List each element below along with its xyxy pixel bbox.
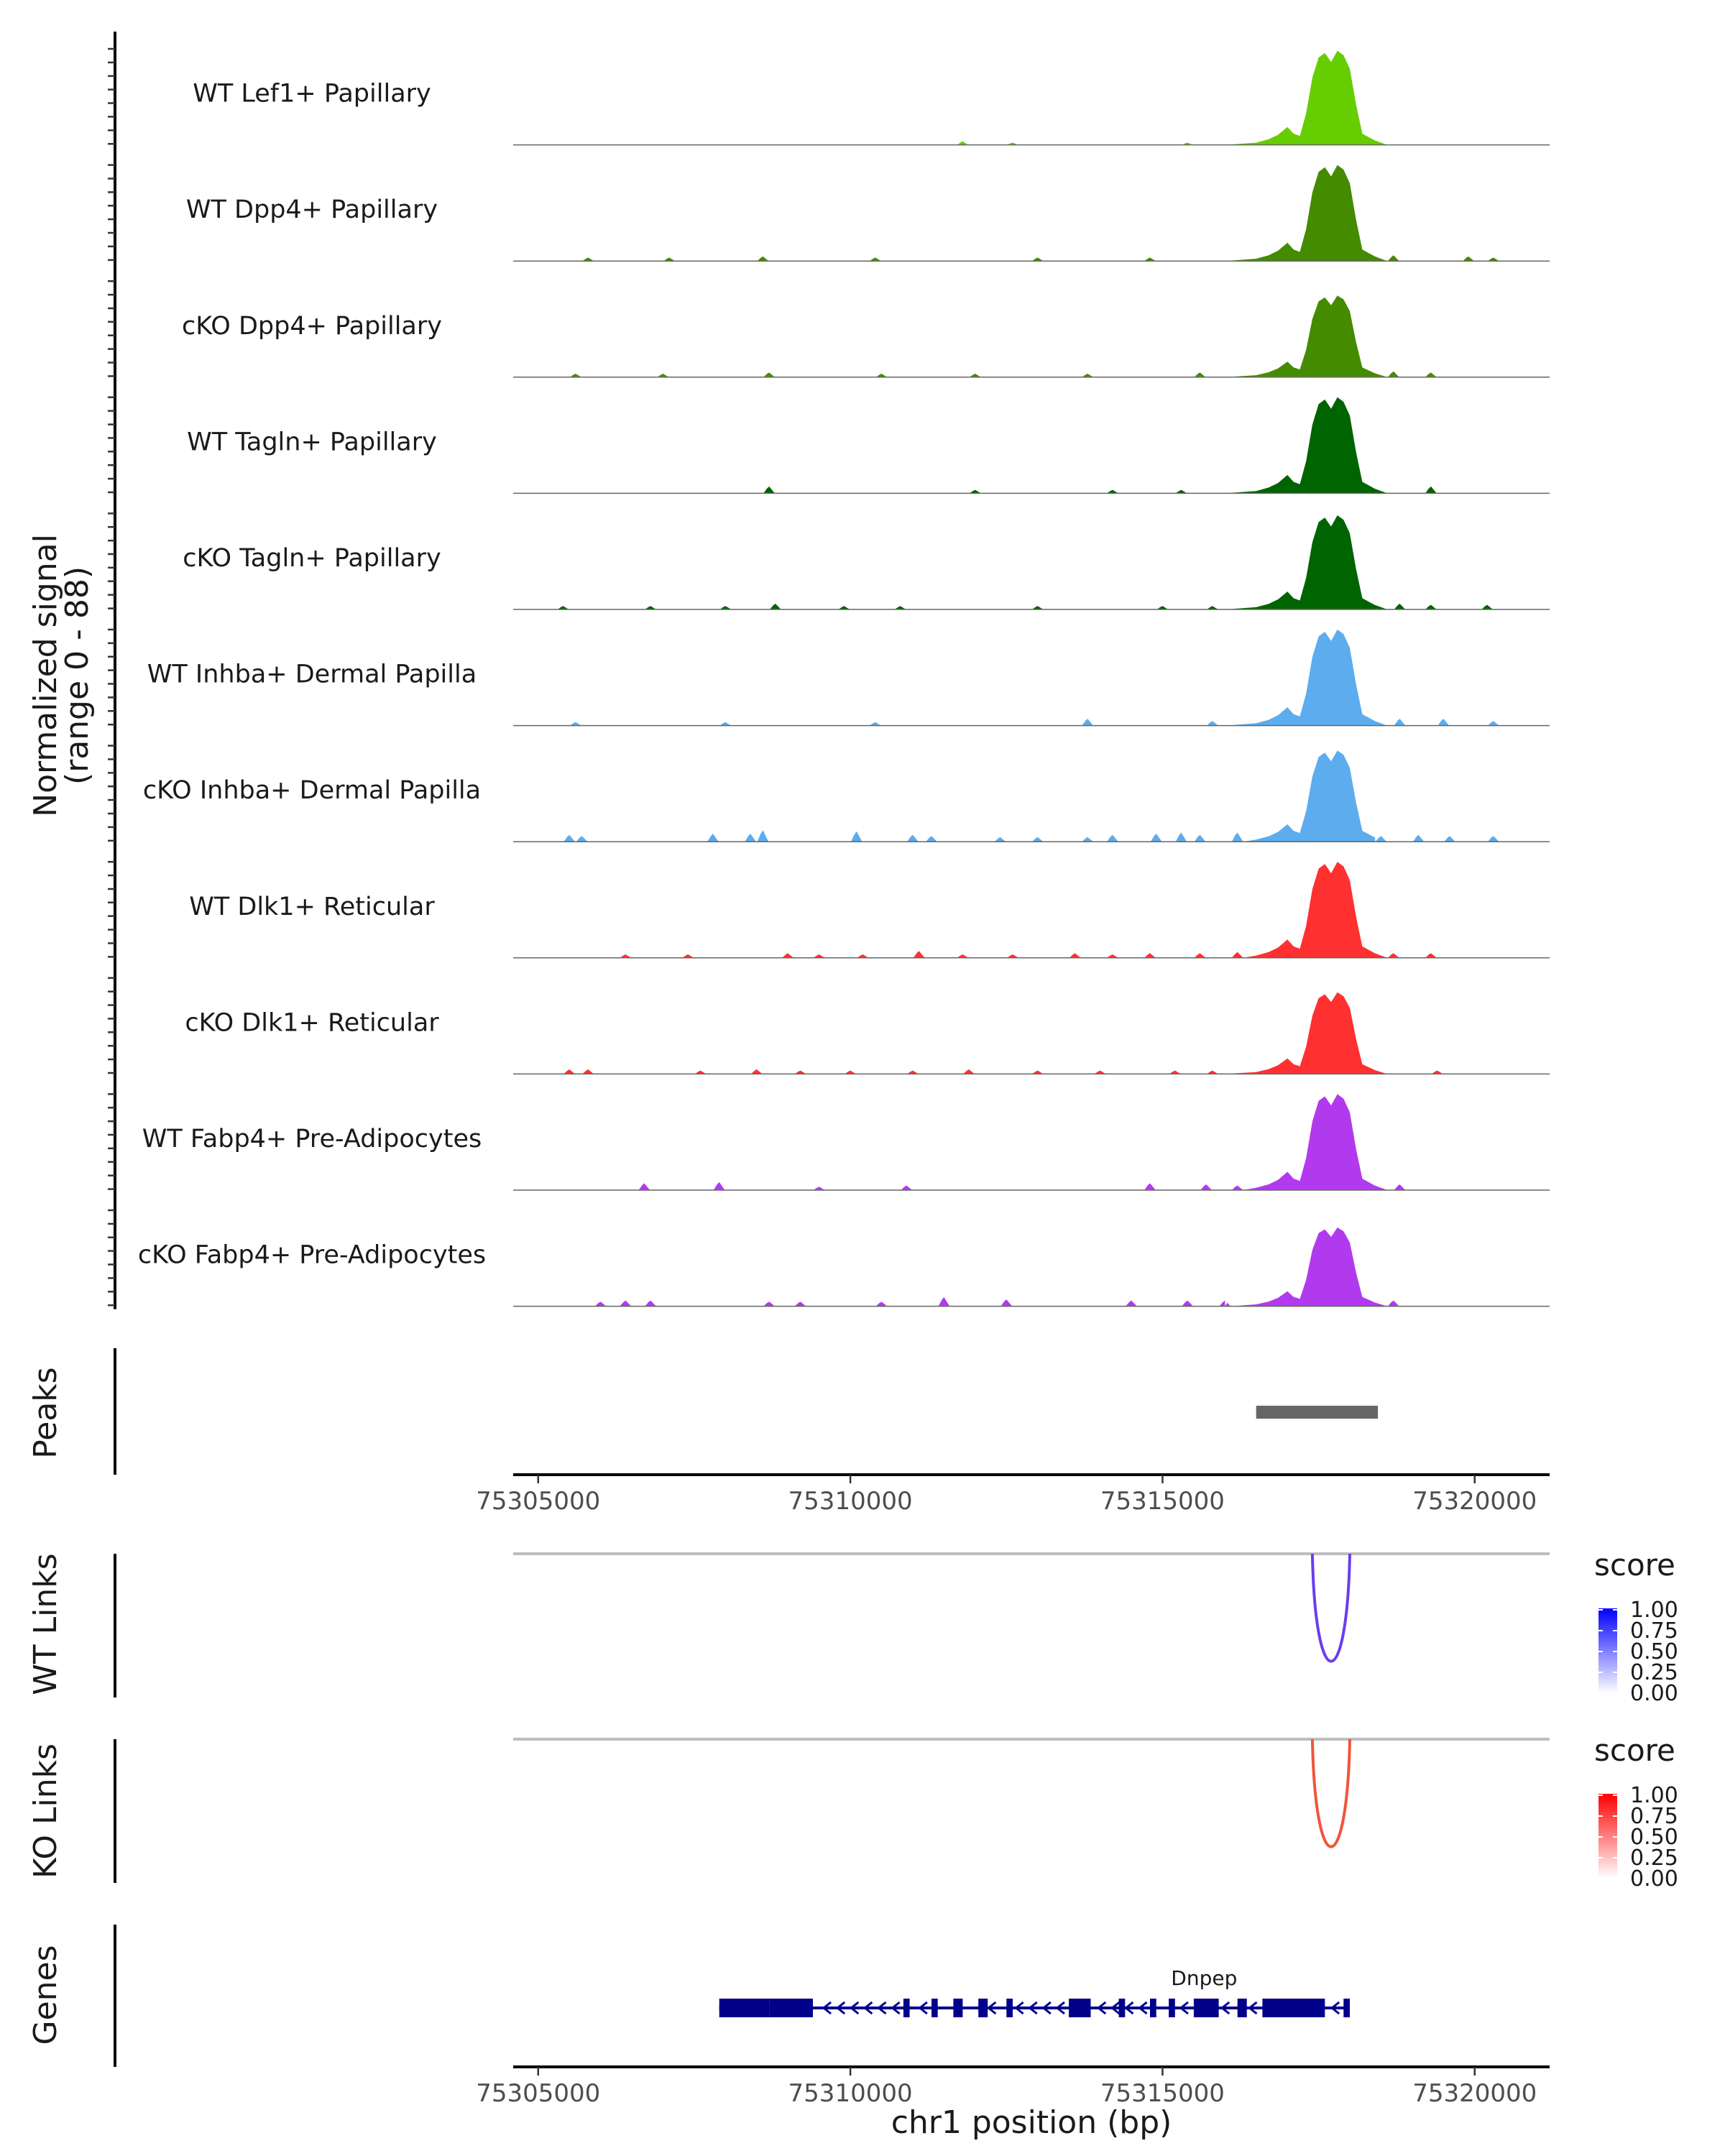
coverage-area-6 (513, 630, 1550, 726)
x-tick-label: 75305000 (476, 2079, 600, 2108)
strand-arrow (986, 2001, 997, 2015)
legend-tick-label: 0.50 (1630, 1639, 1678, 1664)
strand-arrow (1028, 2001, 1038, 2015)
gene-name-label: Dnpep (1171, 1966, 1237, 1990)
legend-tick-label: 0.25 (1630, 1660, 1678, 1685)
genes-panel (114, 1925, 1351, 2067)
coverage-area-4 (513, 397, 1550, 494)
strand-arrow (1110, 2001, 1121, 2015)
strand-arrow (1138, 2001, 1148, 2015)
gene-exon (1006, 1999, 1013, 2017)
gene-exon (932, 1999, 938, 2017)
x-tick-label: 75310000 (788, 1487, 913, 1516)
legend-tick-label: 1.00 (1630, 1598, 1678, 1623)
legend-tick-label: 0.00 (1630, 1866, 1678, 1892)
x-axis-title: chr1 position (bp) (891, 2104, 1172, 2141)
gene-exon (978, 1999, 988, 2017)
strand-arrow (1055, 2001, 1065, 2015)
gene-exon (769, 1999, 813, 2017)
legend-tick-label: 0.25 (1630, 1846, 1678, 1871)
coverage-track-label: WT Fabp4+ Pre-Adipocytes (142, 1125, 482, 1153)
coverage-track-label: cKO Fabp4+ Pre-Adipocytes (138, 1241, 486, 1270)
gene-exon (1069, 1999, 1091, 2017)
legend-tick-label: 0.00 (1630, 1681, 1678, 1706)
gene-exon (1150, 1999, 1156, 2017)
peaks-track-label: Peaks (27, 1367, 64, 1458)
gene-exon (1169, 1999, 1175, 2017)
link-arc (1310, 1553, 1351, 1663)
legend-title: score (1594, 1547, 1675, 1583)
gene-exon (953, 1999, 963, 2017)
coverage-track-label: WT Dlk1+ Reticular (189, 893, 435, 921)
legend-title: score (1594, 1733, 1675, 1768)
gene-exon (903, 1999, 910, 2017)
x-tick-label: 75320000 (1412, 2079, 1537, 2108)
strand-arrow (849, 2001, 860, 2015)
gene-exon (1262, 1999, 1325, 2017)
coverage-track-label: cKO Tagln+ Papillary (183, 544, 441, 573)
genes-track-label: Genes (27, 1945, 64, 2045)
strand-arrow (1248, 2001, 1258, 2015)
gene-exon (1343, 1999, 1350, 2017)
links-panel: score1.000.750.500.250.00score1.000.750.… (114, 1547, 1678, 1892)
coverage-area-10 (513, 1094, 1550, 1190)
coverage-area-2 (513, 165, 1550, 262)
x-tick-label: 75315000 (1100, 1487, 1225, 1516)
coverage-track-label: WT Tagln+ Papillary (187, 428, 437, 456)
coverage-track-label: WT Dpp4+ Papillary (186, 195, 438, 224)
ko-links-track-label: KO Links (27, 1743, 64, 1879)
gene-exon (719, 1999, 770, 2017)
coverage-track-label: cKO Dpp4+ Papillary (182, 312, 442, 341)
strand-arrow (822, 2001, 832, 2015)
strand-arrow (1179, 2001, 1189, 2015)
coverage-panel: WT Lef1+ Papillary WT Dpp4+ Papillary cKO … (138, 50, 1550, 1307)
strand-arrow (863, 2001, 873, 2015)
coverage-area-3 (513, 295, 1550, 377)
gene-exon (1193, 1999, 1219, 2017)
peak-region (1256, 1406, 1379, 1419)
coverage-area-5 (513, 515, 1550, 609)
coverage-area-11 (513, 1227, 1550, 1307)
legend-tick-label: 0.50 (1630, 1825, 1678, 1850)
coverage-track-label: WT Lef1+ Papillary (193, 80, 431, 109)
x-tick-label: 75305000 (476, 1487, 600, 1516)
wt-links-track-label: WT Links (27, 1553, 64, 1695)
gene-exon (1118, 1999, 1126, 2017)
coverage-track-label: WT Inhba+ Dermal Papilla (147, 660, 477, 689)
coverage-track-label: cKO Inhba+ Dermal Papilla (143, 776, 481, 805)
legend-tick-label: 1.00 (1630, 1783, 1678, 1808)
coverage-y-label: Normalized signal (27, 534, 64, 817)
x-axis-top: 75305000 75310000 75315000 75320000 (476, 1473, 1550, 1516)
strand-arrow (877, 2001, 887, 2015)
coverage-area-9 (513, 992, 1550, 1074)
strand-arrow (1096, 2001, 1107, 2015)
strand-arrow (1124, 2001, 1134, 2015)
coverage-area-7 (513, 750, 1550, 842)
legend-tick-label: 0.75 (1630, 1618, 1678, 1644)
coverage-y-axis (108, 32, 116, 1309)
strand-arrow (1041, 2001, 1052, 2015)
coverage-track-label: cKO Dlk1+ Reticular (185, 1008, 439, 1037)
gene-exon (1237, 1999, 1247, 2017)
x-tick-label: 75320000 (1412, 1487, 1537, 1516)
legend-tick-label: 0.75 (1630, 1804, 1678, 1829)
strand-arrow (1330, 2001, 1340, 2015)
x-tick-label: 75310000 (788, 2079, 913, 2108)
coverage-area-8 (513, 862, 1550, 958)
strand-arrow (835, 2001, 846, 2015)
strand-arrow (1014, 2001, 1024, 2015)
coverage-area-1 (513, 50, 1550, 145)
strand-arrow (1220, 2001, 1230, 2015)
strand-arrow (918, 2001, 928, 2015)
coverage-y-range-label: (range 0 - 88) (59, 566, 96, 785)
peaks-panel (114, 1348, 1379, 1475)
x-axis-bottom: 75305000 75310000 75315000 75320000 (476, 2065, 1550, 2108)
strand-arrow (891, 2001, 901, 2015)
link-arc (1310, 1738, 1351, 1848)
x-tick-label: 75315000 (1100, 2079, 1225, 2108)
